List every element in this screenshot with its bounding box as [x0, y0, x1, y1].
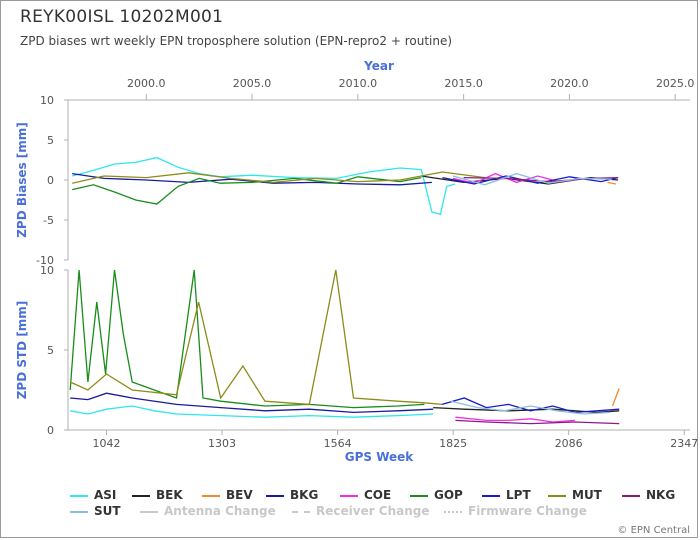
legend-label: BEK: [156, 488, 183, 502]
top-y-tick-label: 10: [40, 94, 54, 107]
legend-swatch: [622, 494, 640, 497]
year-tick-label: 2005.0: [233, 77, 272, 90]
std-series-mut: [69, 269, 443, 406]
legend-label: Receiver Change: [316, 504, 430, 518]
credit-text: © EPN Central: [617, 525, 690, 536]
legend-label: LPT: [506, 488, 531, 502]
year-tick-label: 2020.0: [550, 77, 589, 90]
bias-series-gop: [72, 176, 422, 205]
legend-swatch: [444, 510, 462, 513]
legend-label: MUT: [572, 488, 602, 502]
bias-series-asi: [72, 156, 456, 216]
std-series-nkg: [455, 419, 620, 425]
legend-label: BKG: [290, 488, 319, 502]
legend-swatch: [292, 510, 310, 513]
bias-series-lpt: [442, 175, 619, 185]
bottom-y-axis-label: ZPD STD [mm]: [15, 301, 29, 400]
std-series-bkg: [70, 392, 434, 414]
week-tick-label: 2347: [670, 437, 698, 450]
top-y-tick-label: 0: [47, 174, 54, 187]
legend-label: BEV: [226, 488, 253, 502]
legend-label: COE: [364, 488, 392, 502]
bias-series-nkg: [463, 176, 619, 183]
year-tick-label: 2010.0: [339, 77, 378, 90]
std-series-asi: [70, 405, 434, 418]
legend-label: GOP: [434, 488, 463, 502]
bottom-y-tick-label: 10: [40, 264, 54, 277]
top-y-tick-label: 5: [47, 134, 54, 147]
std-series-bek: [433, 406, 620, 414]
bias-series-sut: [452, 172, 612, 186]
legend-label: NKG: [646, 488, 676, 502]
legend-item-gop[interactable]: GOP: [410, 488, 463, 502]
week-tick-label: 1303: [208, 437, 236, 450]
legend-label: ASI: [94, 488, 117, 502]
legend-item-mut[interactable]: MUT: [548, 488, 602, 502]
bottom-x-axis-label: GPS Week: [345, 450, 415, 464]
chart-plot-area: 2000.0 2005.0 2010.0 2015.0 2020.0 2025.0 Year…: [15, 59, 698, 464]
year-tick-label: 2025.0: [656, 77, 695, 90]
std-series-coe: [455, 416, 575, 423]
legend-swatch: [266, 494, 284, 497]
legend-swatch: [482, 494, 500, 497]
chart-subtitle: ZPD biases wrt weekly EPN troposphere so…: [20, 34, 453, 48]
legend-item-nkg[interactable]: NKG: [622, 488, 675, 502]
legend-item-receiver-change[interactable]: Receiver Change: [292, 504, 430, 518]
legend-item-firmware-change[interactable]: Firmware Change: [444, 504, 587, 518]
legend-swatch: [70, 494, 88, 497]
year-tick-label: 2000.0: [127, 77, 166, 90]
legend-item-bkg[interactable]: BKG: [266, 488, 318, 502]
top-y-tick-label: -5: [43, 214, 54, 227]
legend-item-coe[interactable]: COE: [340, 488, 391, 502]
week-tick-label: 1042: [93, 437, 121, 450]
bottom-y-tick-label: 5: [47, 344, 54, 357]
legend-label: SUT: [94, 504, 121, 518]
std-series-bev: [611, 388, 620, 407]
legend-label: Firmware Change: [468, 504, 587, 518]
top-x-axis-label: Year: [363, 59, 394, 73]
std-series-sut: [450, 400, 611, 415]
week-tick-label: 2086: [555, 437, 583, 450]
legend-item-sut[interactable]: SUT: [70, 504, 121, 518]
legend-item-lpt[interactable]: LPT: [482, 488, 531, 502]
std-series-lpt: [441, 397, 620, 414]
legend-swatch: [410, 494, 428, 497]
std-series-gop: [69, 269, 425, 409]
legend-item-bek[interactable]: BEK: [132, 488, 183, 502]
legend-swatch: [70, 510, 88, 513]
legend-swatch: [340, 494, 358, 497]
legend-item-bev[interactable]: BEV: [202, 488, 253, 502]
chart-title: REYK00ISL 10202M001: [20, 7, 224, 27]
week-tick-label: 1825: [439, 437, 467, 450]
legend-swatch: [132, 494, 150, 497]
legend-swatch: [548, 494, 566, 497]
legend-item-antenna-change[interactable]: Antenna Change: [140, 504, 276, 518]
year-tick-label: 2015.0: [444, 77, 483, 90]
legend-swatch: [202, 494, 220, 497]
bias-series-bkg: [72, 172, 432, 186]
bottom-y-tick-label: 0: [47, 424, 54, 437]
legend-label: Antenna Change: [164, 504, 276, 518]
bias-series-mut: [72, 171, 485, 184]
bias-series-bev: [607, 181, 617, 185]
top-y-tick-label: -10: [36, 254, 54, 267]
week-tick-label: 1564: [324, 437, 352, 450]
legend-item-asi[interactable]: ASI: [70, 488, 116, 502]
top-y-axis-label: ZPD Biases [mm]: [15, 122, 29, 238]
legend-swatch: [140, 510, 158, 513]
